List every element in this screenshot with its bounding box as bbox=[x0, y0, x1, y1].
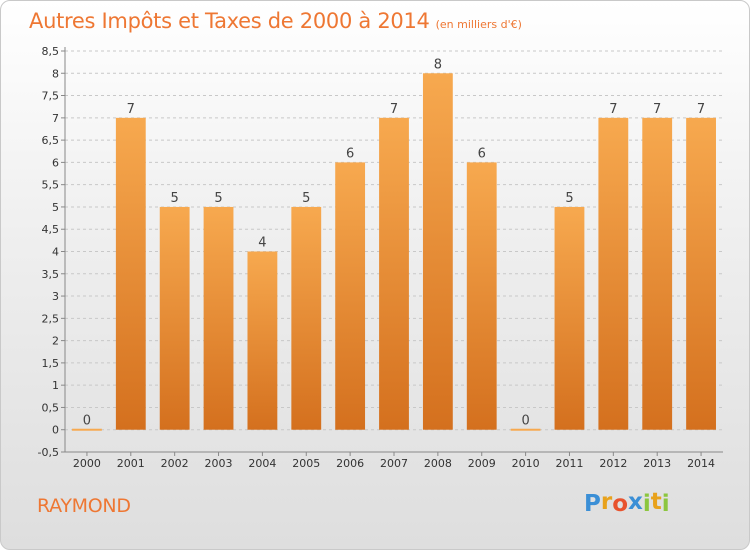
y-tick-label: 5,5 bbox=[42, 179, 60, 192]
chart-title-text: Autres Impôts et Taxes de 2000 à 2014 bbox=[29, 9, 430, 33]
bar-2004 bbox=[247, 251, 278, 430]
x-tick-label-2009: 2009 bbox=[468, 457, 496, 470]
x-tick-label-2001: 2001 bbox=[117, 457, 145, 470]
data-label-2010: 0 bbox=[521, 414, 529, 429]
y-tick-label: 0 bbox=[52, 424, 59, 437]
x-tick-labels: 2000 2001 2002 2003 2004 2005 2006 2007 2008 2009… bbox=[73, 457, 715, 470]
x-tick-label-2003: 2003 bbox=[205, 457, 233, 470]
proxiti-logo: Proxiti bbox=[584, 489, 670, 517]
y-tick-label: 3,5 bbox=[42, 268, 60, 281]
x-tick-label-2000: 2000 bbox=[73, 457, 101, 470]
x-tick-label-2006: 2006 bbox=[336, 457, 364, 470]
bar-2006 bbox=[335, 162, 366, 430]
x-tick-label-2007: 2007 bbox=[380, 457, 408, 470]
y-tick-label: 0,5 bbox=[42, 401, 60, 414]
y-tick-label: 7,5 bbox=[42, 90, 60, 103]
y-tick-label: 2,5 bbox=[42, 312, 60, 325]
y-tick-label: 5 bbox=[52, 201, 59, 214]
bar-2013 bbox=[642, 117, 673, 430]
chart-unit: (en milliers d'€) bbox=[435, 18, 522, 31]
logo-letter: i bbox=[661, 491, 670, 517]
y-tick-label: 4 bbox=[52, 246, 59, 259]
y-tick-label: 6 bbox=[52, 156, 59, 169]
data-label-2014: 7 bbox=[697, 102, 705, 117]
data-label-2008: 8 bbox=[434, 57, 442, 72]
bar-2000 bbox=[72, 428, 102, 431]
data-label-2007: 7 bbox=[390, 102, 398, 117]
y-tick-label: 8 bbox=[52, 67, 59, 80]
x-tick-label-2008: 2008 bbox=[424, 457, 452, 470]
bar-2007 bbox=[379, 117, 409, 430]
chart-title: Autres Impôts et Taxes de 2000 à 2014 (en… bbox=[29, 9, 522, 33]
bar-2003 bbox=[203, 206, 234, 430]
bar-2008 bbox=[422, 73, 453, 430]
x-tick-label-2014: 2014 bbox=[687, 457, 715, 470]
bar-2010 bbox=[510, 428, 541, 431]
y-tick-label: 4,5 bbox=[42, 223, 60, 236]
bars bbox=[72, 73, 716, 431]
x-tick-label-2011: 2011 bbox=[555, 457, 583, 470]
data-label-2001: 7 bbox=[127, 102, 135, 117]
data-label-2013: 7 bbox=[653, 102, 661, 117]
data-labels: 0 7 5 5 4 5 6 7 8 6 0 5 7 7 7 bbox=[83, 57, 705, 428]
data-label-2012: 7 bbox=[609, 102, 617, 117]
data-label-2011: 5 bbox=[565, 191, 573, 206]
x-tick-label-2004: 2004 bbox=[248, 457, 276, 470]
bar-2005 bbox=[291, 206, 322, 430]
x-tick-label-2002: 2002 bbox=[161, 457, 189, 470]
data-label-2004: 4 bbox=[258, 236, 266, 251]
data-label-2003: 5 bbox=[214, 191, 222, 206]
data-label-2006: 6 bbox=[346, 146, 354, 161]
commune-name: RAYMOND bbox=[37, 495, 131, 517]
y-tick-label: 2 bbox=[52, 335, 59, 348]
bar-2012 bbox=[598, 117, 629, 430]
logo-letter: o bbox=[612, 491, 629, 517]
y-tick-labels: -0,5 0 0,5 1 1,5 2 2,5 3 3,5 4 4,5 5 5,5 6 6,5 7 7,5 8 8,5 bbox=[38, 45, 59, 459]
y-tick-label: 1 bbox=[52, 379, 59, 392]
bar-2014 bbox=[686, 117, 716, 430]
logo-letter: i bbox=[642, 491, 651, 517]
axes bbox=[61, 47, 723, 456]
logo-letter: P bbox=[584, 491, 601, 517]
bar-2002 bbox=[159, 206, 190, 430]
data-label-2000: 0 bbox=[83, 414, 91, 429]
bar-2001 bbox=[115, 117, 146, 430]
x-tick-label-2013: 2013 bbox=[643, 457, 671, 470]
y-tick-label: -0,5 bbox=[38, 446, 59, 459]
data-label-2005: 5 bbox=[302, 191, 310, 206]
bar-2009 bbox=[466, 162, 497, 430]
data-label-2002: 5 bbox=[171, 191, 179, 206]
logo-letter: x bbox=[628, 489, 643, 515]
y-tick-label: 3 bbox=[52, 290, 59, 303]
logo-letter: t bbox=[650, 489, 662, 515]
y-tick-label: 7 bbox=[52, 112, 59, 125]
x-tick-label-2005: 2005 bbox=[292, 457, 320, 470]
data-label-2009: 6 bbox=[478, 146, 486, 161]
x-tick-label-2012: 2012 bbox=[599, 457, 627, 470]
y-tick-label: 1,5 bbox=[42, 357, 60, 370]
y-tick-label: 6,5 bbox=[42, 134, 60, 147]
y-tick-label: 8,5 bbox=[42, 45, 60, 58]
logo-letter: r bbox=[600, 489, 613, 515]
bar-2011 bbox=[554, 206, 585, 430]
x-tick-label-2010: 2010 bbox=[512, 457, 540, 470]
